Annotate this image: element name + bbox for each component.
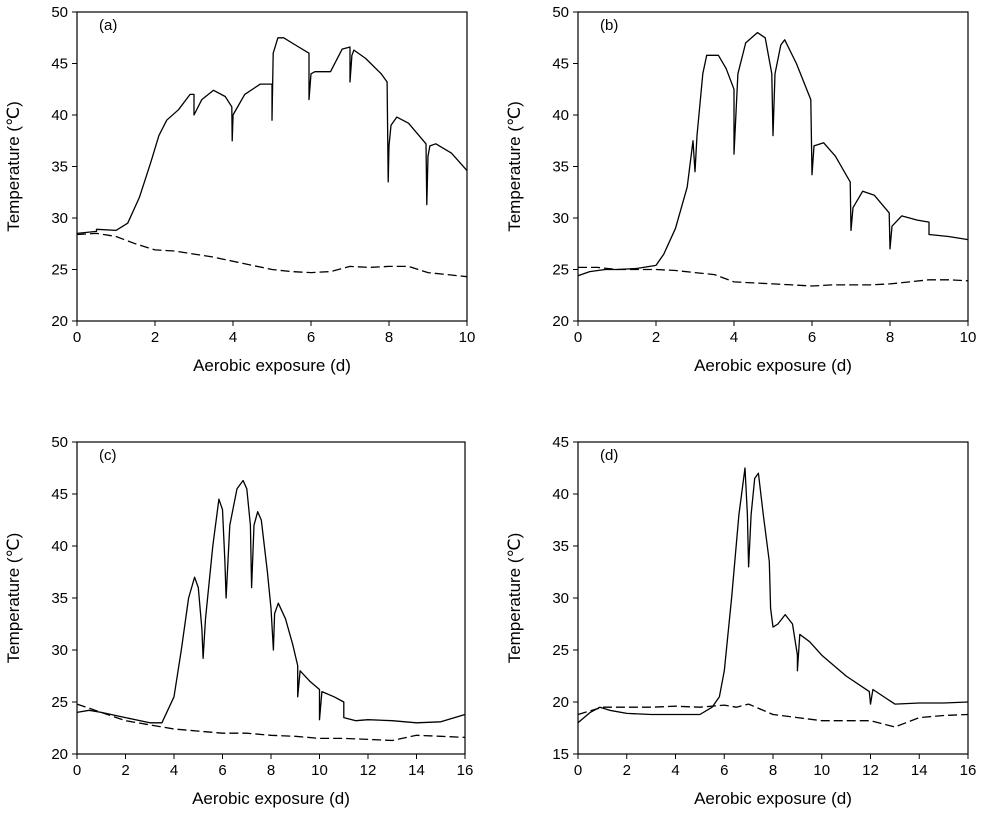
y-tick-label: 40 (552, 107, 569, 124)
y-tick-label: 50 (51, 4, 68, 21)
y-tick-label: 40 (51, 538, 68, 555)
y-tick-label: 20 (552, 694, 569, 711)
x-tick-label: 4 (229, 329, 237, 346)
y-tick-label: 35 (51, 159, 68, 176)
y-tick-label: 30 (51, 210, 68, 227)
x-axis-label: Aerobic exposure (d) (694, 789, 852, 808)
y-axis-label: Temperature (℃) (505, 101, 524, 232)
x-tick-label: 16 (960, 762, 977, 779)
y-tick-label: 35 (51, 590, 68, 607)
y-tick-label: 30 (51, 642, 68, 659)
x-tick-label: 6 (808, 329, 816, 346)
x-tick-label: 2 (623, 762, 631, 779)
series-line-dashed (578, 266, 969, 287)
panel-label: (c) (99, 447, 117, 464)
x-tick-label: 10 (311, 762, 328, 779)
series-line-solid (577, 31, 969, 277)
y-axis-label: Temperature (℃) (4, 101, 23, 232)
x-axis-label: Aerobic exposure (d) (694, 356, 852, 375)
chart-panel-3: 0 2 4 6 8 10 12 14 16 20 25 30 35 40 45 50 Aerobic expos… (4, 434, 473, 808)
x-axis-label: Aerobic exposure (d) (192, 789, 350, 808)
series-line-solid (76, 479, 466, 724)
y-tick-label: 45 (552, 56, 569, 73)
panel-label: (b) (600, 17, 618, 34)
x-tick-label: 2 (121, 762, 129, 779)
y-tick-label: 45 (51, 486, 68, 503)
panel-label: (d) (600, 447, 618, 464)
plot-frame (76, 11, 468, 322)
y-tick-label: 40 (51, 107, 68, 124)
y-tick-label: 50 (51, 434, 68, 451)
y-tick-label: 20 (51, 313, 68, 330)
x-tick-label: 10 (960, 329, 977, 346)
chart-panel-1: 0 2 4 6 8 10 20 25 30 35 40 45 50 Aerobic exposure (d… (4, 4, 475, 375)
y-tick-label: 20 (51, 746, 68, 763)
x-tick-label: 0 (574, 329, 582, 346)
chart-panel-2: 0 2 4 6 8 10 20 25 30 35 40 45 50 Aerobic exposure (d… (505, 4, 976, 375)
y-tick-label: 35 (552, 538, 569, 555)
y-tick-label: 30 (552, 590, 569, 607)
series-line-solid (577, 467, 969, 724)
y-tick-label: 50 (552, 4, 569, 21)
panel-label: (a) (99, 17, 117, 34)
y-tick-label: 25 (552, 642, 569, 659)
series-line-dashed (577, 703, 969, 728)
chart-panel-4: 0 2 4 6 8 10 12 14 16 15 20 25 30 35 40 45 Aerobic expos… (505, 434, 976, 808)
x-tick-label: 6 (218, 762, 226, 779)
y-axis-label: Temperature (℃) (505, 533, 524, 664)
x-tick-label: 2 (652, 329, 660, 346)
series-line-dashed (76, 703, 466, 742)
x-tick-label: 4 (730, 329, 738, 346)
series-line-solid (76, 37, 468, 235)
x-tick-label: 6 (307, 329, 315, 346)
x-tick-label: 0 (73, 329, 81, 346)
x-tick-label: 8 (886, 329, 894, 346)
y-tick-label: 40 (552, 486, 569, 503)
series-line-dashed (76, 232, 468, 278)
y-tick-label: 25 (51, 694, 68, 711)
x-tick-label: 16 (457, 762, 474, 779)
x-tick-label: 2 (151, 329, 159, 346)
y-axis-label: Temperature (℃) (4, 533, 23, 664)
x-tick-label: 0 (73, 762, 81, 779)
y-tick-label: 45 (552, 434, 569, 451)
x-tick-label: 4 (170, 762, 178, 779)
x-tick-label: 14 (911, 762, 928, 779)
y-tick-label: 35 (552, 159, 569, 176)
x-tick-label: 4 (671, 762, 679, 779)
plot-frame (76, 441, 466, 755)
x-tick-label: 14 (408, 762, 425, 779)
y-tick-label: 25 (51, 262, 68, 279)
x-tick-label: 10 (813, 762, 830, 779)
x-tick-label: 6 (720, 762, 728, 779)
x-axis-label: Aerobic exposure (d) (193, 356, 351, 375)
y-tick-label: 20 (552, 313, 569, 330)
y-tick-label: 15 (552, 746, 569, 763)
x-tick-label: 8 (267, 762, 275, 779)
plot-frame (577, 11, 969, 322)
x-tick-label: 12 (862, 762, 879, 779)
y-tick-label: 45 (51, 56, 68, 73)
x-tick-label: 12 (360, 762, 377, 779)
y-tick-label: 25 (552, 262, 569, 279)
y-tick-label: 30 (552, 210, 569, 227)
x-tick-label: 10 (459, 329, 476, 346)
x-tick-label: 8 (769, 762, 777, 779)
x-tick-label: 0 (574, 762, 582, 779)
x-tick-label: 8 (385, 329, 393, 346)
